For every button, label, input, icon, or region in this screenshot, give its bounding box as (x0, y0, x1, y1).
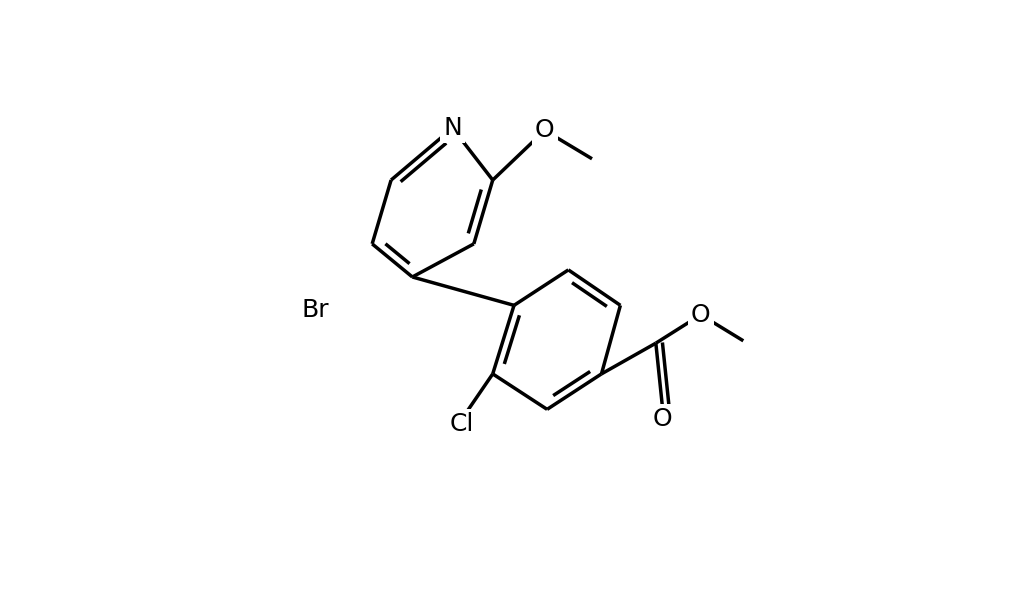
Text: N: N (443, 116, 462, 140)
Text: O: O (535, 119, 554, 142)
Text: O: O (654, 407, 673, 431)
Text: Cl: Cl (449, 413, 474, 437)
Text: O: O (690, 303, 711, 327)
Text: Br: Br (302, 298, 329, 322)
